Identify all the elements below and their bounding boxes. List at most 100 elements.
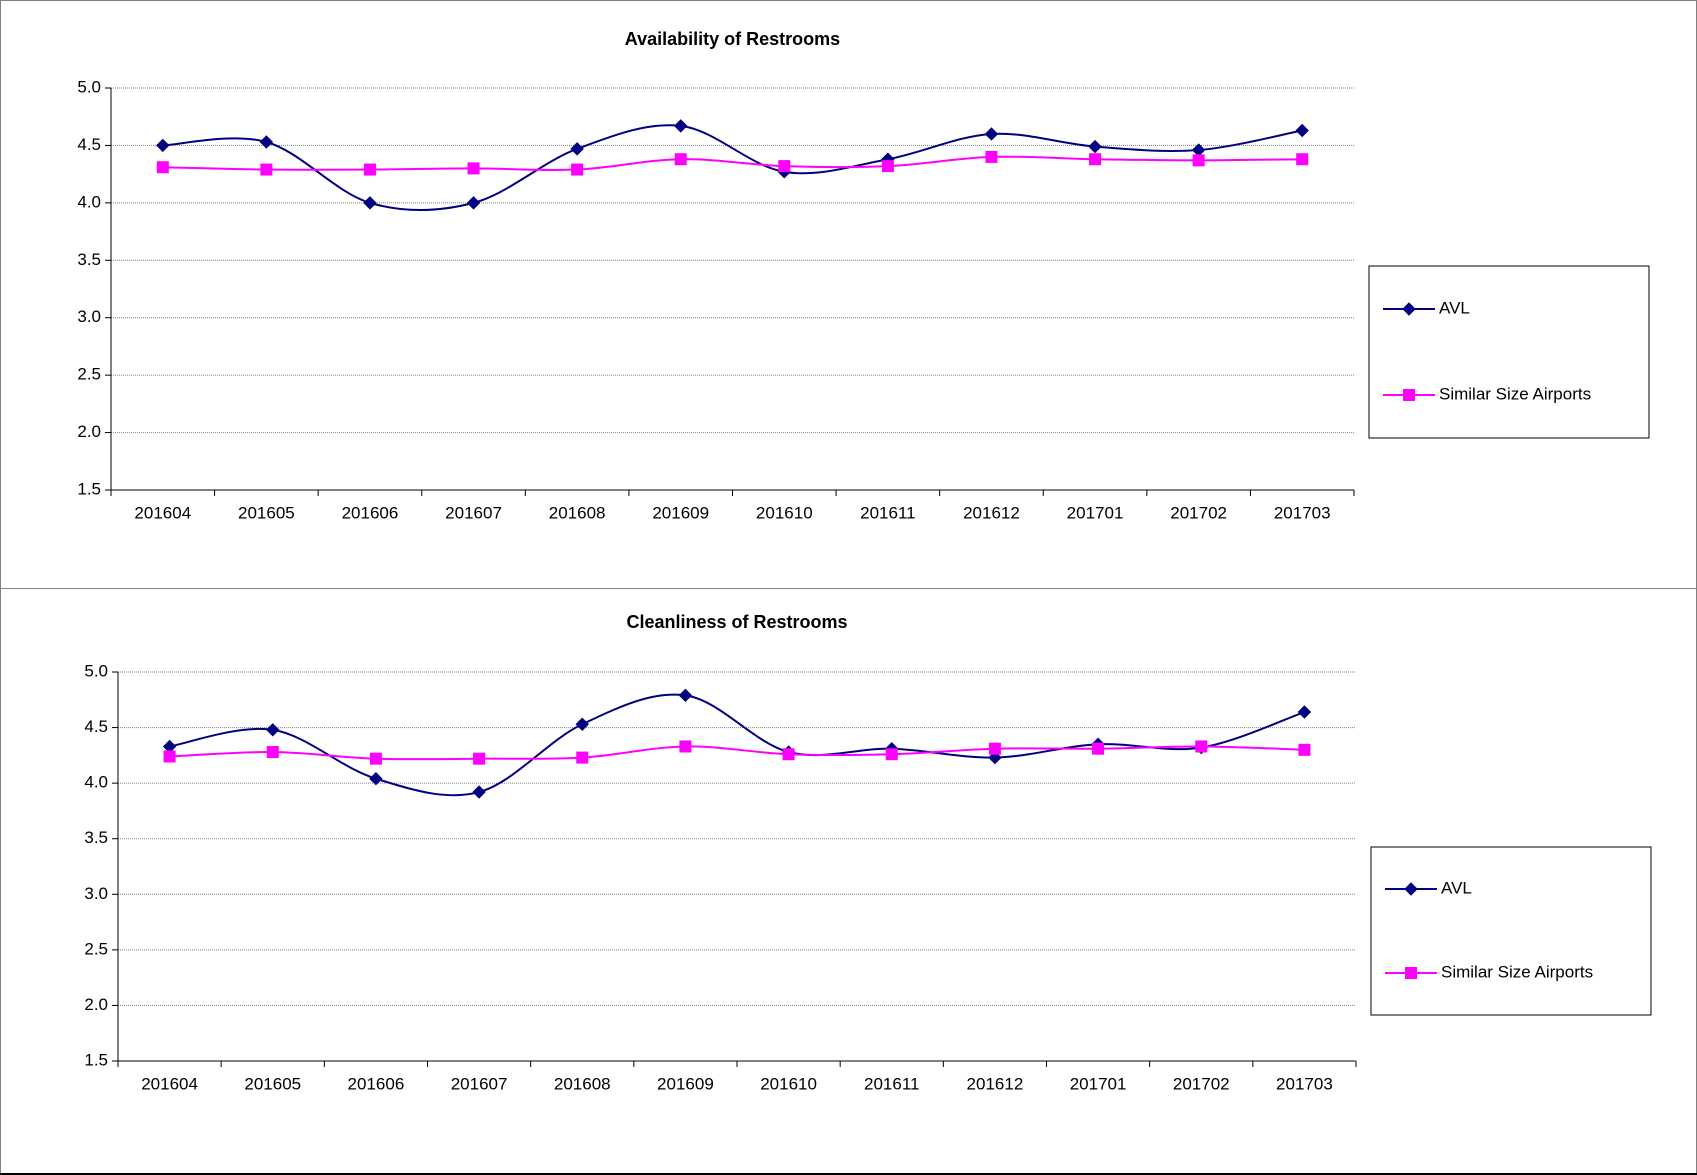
marker [369,752,382,765]
y-tick-label: 1.5 [84,1050,108,1069]
marker [570,142,584,156]
chart-title: Availability of Restrooms [625,29,840,49]
marker [1092,742,1105,755]
marker [984,127,999,141]
marker [576,751,589,764]
marker [156,138,170,153]
legend-box [1370,846,1652,1016]
marker [988,742,1001,755]
marker [674,153,687,166]
marker [1405,967,1417,979]
marker [1402,302,1416,316]
x-tick-label: 201610 [760,1074,817,1093]
y-tick-label: 2.0 [77,422,101,441]
legend-label: Similar Size Airports [1439,384,1591,403]
series-line [162,155,1303,172]
marker [266,723,280,737]
marker [674,119,688,133]
marker [163,750,176,763]
x-tick-label: 201610 [756,503,813,522]
marker [1195,740,1208,753]
x-tick-label: 201702 [1170,503,1227,522]
y-tick-label: 3.0 [77,307,101,326]
x-tick-label: 201611 [864,1074,919,1093]
y-tick-label: 3.0 [84,884,108,903]
marker [782,748,795,761]
marker [575,717,589,731]
y-tick-label: 1.5 [77,479,101,498]
y-tick-label: 5.0 [77,77,101,96]
y-tick-label: 5.0 [84,661,108,680]
x-tick-label: 201612 [967,1074,1024,1093]
line-chart: Cleanliness of Restrooms 1.5 2.0 2.5 3.0 3.5 4… [84,612,1652,1093]
x-tick-label: 201606 [342,503,399,522]
series-line [169,693,1305,797]
legend-box [1368,265,1650,439]
x-tick-label: 201611 [860,503,915,522]
x-tick-label: 201608 [554,1074,611,1093]
x-tick-label: 201605 [238,503,295,522]
marker [363,163,376,176]
y-tick-label: 4.5 [77,135,101,154]
x-tick-label: 201609 [657,1074,714,1093]
legend-label: Similar Size Airports [1441,962,1593,981]
y-tick-label: 4.0 [77,192,101,211]
line-chart: Availability of Restrooms 1.5 2.0 2.5 3.0 3.5… [77,29,1650,522]
x-tick-label: 201604 [141,1074,198,1093]
marker [1298,743,1311,756]
x-tick-label: 201607 [445,503,502,522]
marker [881,160,894,173]
marker [473,752,486,765]
marker [571,163,584,176]
marker [678,688,693,703]
x-tick-label: 201701 [1067,503,1124,522]
x-tick-label: 201612 [963,503,1020,522]
x-tick-label: 201605 [244,1074,301,1093]
marker [467,162,480,175]
marker [1404,882,1418,896]
marker [156,161,169,174]
series-line [162,124,1303,212]
x-tick-label: 201702 [1173,1074,1230,1093]
x-tick-label: 201607 [451,1074,508,1093]
marker [1297,705,1312,719]
marker [259,135,274,149]
marker [1296,153,1309,166]
marker [260,163,273,176]
x-tick-label: 201701 [1070,1074,1127,1093]
y-tick-label: 4.5 [84,717,108,736]
y-tick-label: 2.5 [77,365,101,384]
marker [985,150,998,163]
marker [1295,123,1309,138]
y-tick-label: 2.5 [84,939,108,958]
x-tick-label: 201604 [134,503,191,522]
chart-title: Cleanliness of Restrooms [626,612,847,632]
marker [679,740,692,753]
x-tick-label: 201609 [652,503,709,522]
marker [1191,143,1206,157]
series-line [169,745,1305,761]
y-tick-label: 3.5 [84,828,108,847]
y-tick-label: 2.0 [84,995,108,1014]
marker [885,748,898,761]
marker [778,160,791,173]
marker [466,196,481,210]
x-tick-label: 201606 [348,1074,405,1093]
marker [363,196,377,210]
legend-label: AVL [1439,298,1470,317]
marker [369,771,383,786]
y-tick-label: 3.5 [77,250,101,269]
y-tick-label: 4.0 [84,773,108,792]
x-tick-label: 201703 [1276,1074,1333,1093]
marker [1192,154,1205,167]
marker [266,746,279,759]
marker [1088,139,1102,154]
legend-label: AVL [1441,878,1472,897]
marker [472,785,486,799]
marker [1403,389,1415,401]
marker [1089,153,1102,166]
x-tick-label: 201703 [1274,503,1331,522]
x-tick-label: 201608 [549,503,606,522]
